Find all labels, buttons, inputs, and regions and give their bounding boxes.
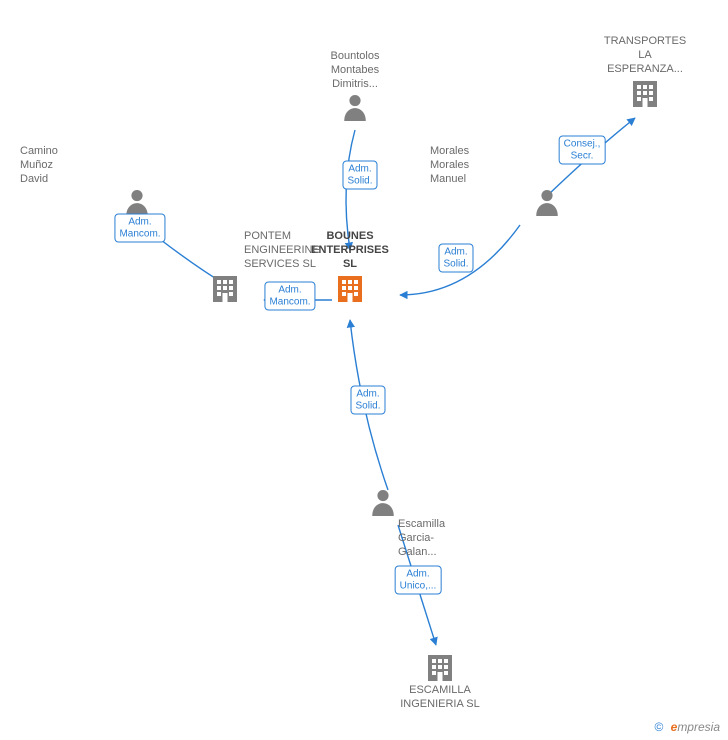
node-camino[interactable]: CaminoMuñozDavid bbox=[20, 145, 160, 218]
person-icon bbox=[295, 93, 415, 121]
watermark: © empresia bbox=[654, 720, 720, 734]
person-icon bbox=[430, 188, 570, 216]
node-escamilla_person[interactable]: EscamillaGarcia-Galan... bbox=[370, 486, 510, 559]
edge-label-bountolos-bounes[interactable]: Adm.Solid. bbox=[342, 161, 377, 190]
node-label: TRANSPORTESLAESPERANZA... bbox=[585, 35, 705, 76]
node-label: EscamillaGarcia-Galan... bbox=[398, 518, 510, 559]
diagram-canvas: BOUNESENTERPRISESSL PONTEMENGINEERINGSER… bbox=[0, 0, 728, 740]
node-label: CaminoMuñozDavid bbox=[20, 145, 160, 186]
edge-label-bounes-pontem[interactable]: Adm.Mancom. bbox=[264, 282, 315, 311]
node-label: MoralesMoralesManuel bbox=[430, 145, 570, 186]
node-label: BountolosMontabesDimitris... bbox=[295, 50, 415, 91]
node-escamilla_company[interactable]: ESCAMILLAINGENIERIA SL bbox=[380, 650, 500, 712]
brand-rest: mpresia bbox=[677, 720, 720, 734]
company-icon bbox=[380, 652, 500, 682]
edge-label-morales-bounes[interactable]: Adm.Solid. bbox=[438, 244, 473, 273]
edge-label-escamilla_person-bounes[interactable]: Adm.Solid. bbox=[350, 386, 385, 415]
edge-label-morales-transportes[interactable]: Consej.,Secr. bbox=[559, 136, 606, 165]
node-bountolos[interactable]: BountolosMontabesDimitris... bbox=[295, 50, 415, 123]
edge-label-escamilla_person-escamilla_company[interactable]: Adm.Unico,... bbox=[395, 566, 442, 595]
person-icon bbox=[20, 188, 160, 216]
node-label: ESCAMILLAINGENIERIA SL bbox=[380, 684, 500, 712]
node-transportes[interactable]: TRANSPORTESLAESPERANZA... bbox=[585, 35, 705, 110]
node-morales[interactable]: MoralesMoralesManuel bbox=[430, 145, 570, 218]
copyright-symbol: © bbox=[654, 720, 663, 734]
node-label: PONTEMENGINEERINGSERVICES SL bbox=[244, 230, 370, 271]
company-icon bbox=[585, 78, 705, 108]
person-icon bbox=[370, 488, 510, 516]
edge-label-camino-pontem[interactable]: Adm.Mancom. bbox=[114, 214, 165, 243]
